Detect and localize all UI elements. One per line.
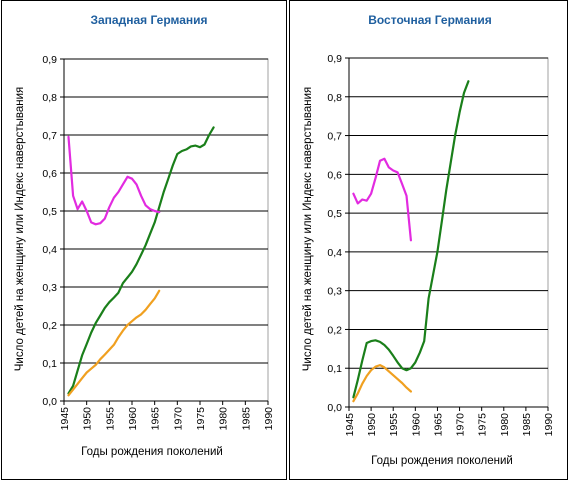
east-germany-panel: Восточная Германия Годы рождения поколен… [289,0,568,480]
series-line-green [352,80,470,399]
y-tick-label: 0,3 [42,282,57,294]
x-tick-label: 1965 [432,413,444,437]
x-tick-label: 1970 [455,413,467,437]
x-tick-label: 1960 [410,413,422,437]
y-tick-label: 0,2 [42,320,57,332]
y-tick-label: 0,0 [327,402,342,414]
west-germany-panel: Западная Германия Годы рождения поколени… [1,0,287,480]
x-tick-label: 1955 [104,407,116,431]
chart-title: Западная Германия [90,13,207,27]
y-tick-label: 0,5 [327,208,342,220]
y-tick-label: 0,0 [42,396,57,408]
x-tick-label: 1955 [388,413,400,437]
series-line-magenta [67,135,161,226]
y-tick-label: 0,8 [327,92,342,104]
x-tick-label: 1985 [240,407,252,431]
y-axis-label: Число детей на женщину или Индекс наверс… [302,87,314,371]
y-tick-label: 0,7 [42,130,57,142]
series-line-orange [352,364,413,403]
x-tick-label: 1950 [366,413,378,437]
x-axis-label: Годы рождения поколений [371,455,513,467]
series-line-magenta [352,157,413,242]
x-tick-label: 1945 [59,407,71,431]
x-tick-label: 1960 [127,407,139,431]
x-tick-label: 1985 [521,413,533,437]
y-tick-label: 0,7 [327,131,342,143]
y-tick-label: 0,9 [327,53,342,65]
x-tick-label: 1990 [263,407,275,431]
west-germany-chart: Западная Германия Годы рождения поколени… [14,13,275,458]
series-line-green [67,126,215,395]
east-germany-chart: Восточная Германия Годы рождения поколен… [302,13,555,467]
y-tick-label: 0,4 [327,247,342,259]
y-tick-label: 0,6 [42,168,57,180]
y-tick-label: 0,8 [42,92,57,104]
x-tick-label: 1975 [477,413,489,437]
x-tick-label: 1975 [195,407,207,431]
y-tick-label: 0,1 [42,358,57,370]
y-axis-label: Число детей на женщину или Индекс наверс… [14,87,26,371]
y-tick-label: 0,3 [327,286,342,298]
y-tick-label: 0,2 [327,324,342,336]
x-tick-label: 1980 [499,413,511,437]
y-tick-label: 0,4 [42,244,57,256]
x-tick-label: 1945 [344,413,356,437]
x-tick-label: 1965 [150,407,162,431]
plot-area [348,57,549,408]
y-tick-label: 0,5 [42,206,57,218]
x-axis-label: Годы рождения поколений [81,446,223,458]
x-tick-label: 1980 [218,407,230,431]
series-line-orange [67,289,161,397]
chart-title: Восточная Германия [368,13,492,27]
y-tick-label: 0,9 [42,54,57,66]
x-tick-label: 1990 [543,413,555,437]
y-tick-label: 0,1 [327,363,342,375]
y-tick-label: 0,6 [327,169,342,181]
plot-area [63,58,269,402]
x-tick-label: 1950 [82,407,94,431]
x-tick-label: 1970 [172,407,184,431]
